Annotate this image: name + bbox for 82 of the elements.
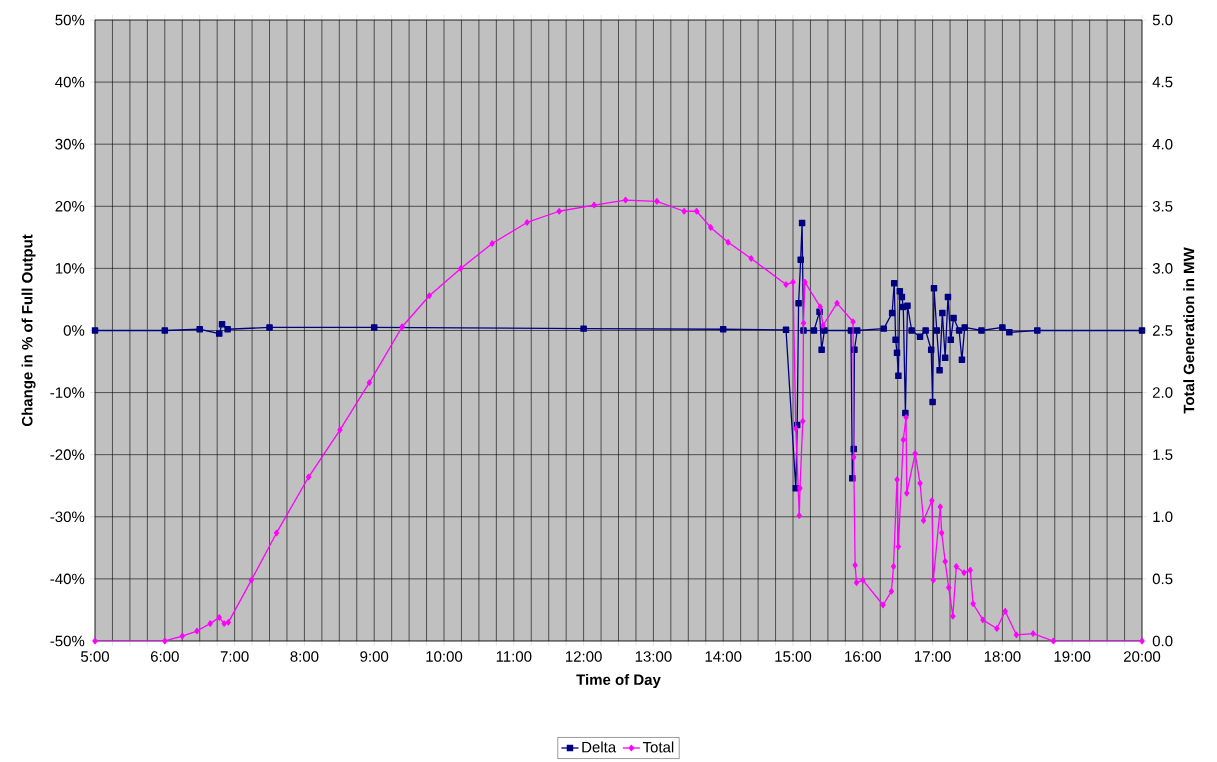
y2-tick-label: 4.5 xyxy=(1152,76,1173,88)
y2-tick-label: 2.5 xyxy=(1152,325,1173,336)
point xyxy=(950,314,957,322)
point xyxy=(908,327,915,334)
point xyxy=(955,327,963,334)
point xyxy=(810,327,818,334)
x-tick-label: 11:00 xyxy=(496,651,532,662)
point xyxy=(218,321,226,328)
x-tick-label: 13:00 xyxy=(635,651,672,662)
x-tick-label: 16:00 xyxy=(845,651,881,662)
point xyxy=(196,325,203,333)
x-tick-label: 18:00 xyxy=(984,651,1021,662)
y-tick-label: 40% xyxy=(55,76,85,88)
legend-label: Total xyxy=(642,741,674,753)
point xyxy=(896,288,904,295)
point xyxy=(853,327,861,334)
point xyxy=(580,325,587,332)
legend-label: Delta xyxy=(582,741,617,753)
point xyxy=(922,327,929,334)
point xyxy=(936,366,943,374)
point xyxy=(797,256,804,263)
x-tick-label: 9:00 xyxy=(360,651,389,662)
y-tick-label: 50% xyxy=(55,14,85,26)
x-tick-label: 6:00 xyxy=(150,651,179,662)
y-tick-label: 10% xyxy=(55,263,85,274)
point xyxy=(91,327,99,334)
y2-axis-title: Total Generation in MW xyxy=(1183,247,1195,414)
point xyxy=(958,356,966,363)
y2-tick-label: 5.0 xyxy=(1152,14,1173,26)
y-tick-label: 20% xyxy=(55,200,85,212)
point xyxy=(904,302,911,309)
x-tick-label: 20:00 xyxy=(1123,651,1161,662)
point xyxy=(370,324,378,331)
point xyxy=(818,346,825,353)
point xyxy=(1034,327,1041,334)
point xyxy=(224,325,231,333)
x-tick-label: 5:00 xyxy=(81,651,110,662)
point xyxy=(216,330,223,337)
point xyxy=(892,336,899,344)
y2-tick-label: 2.0 xyxy=(1152,387,1173,398)
y-tick-label: -40% xyxy=(50,573,85,585)
point xyxy=(266,324,273,331)
y2-tick-label: 4.0 xyxy=(1152,138,1173,150)
y-tick-label: -50% xyxy=(50,635,85,647)
x-tick-label: 12:00 xyxy=(565,651,602,662)
point xyxy=(821,327,828,334)
point xyxy=(880,325,887,332)
point xyxy=(929,398,936,406)
x-tick-label: 10:00 xyxy=(426,651,463,662)
y-tick-label: -30% xyxy=(50,511,85,523)
point xyxy=(1006,329,1013,336)
point xyxy=(939,309,946,317)
x-tick-label: 14:00 xyxy=(705,651,742,662)
y-tick-label: -20% xyxy=(50,449,85,460)
x-tick-label: 15:00 xyxy=(775,651,812,662)
y2-tick-label: 1.0 xyxy=(1153,511,1173,523)
y-axis-title: Change in % of Full Output xyxy=(21,234,36,427)
point xyxy=(902,409,909,417)
y2-tick-label: 0.5 xyxy=(1152,573,1173,585)
point xyxy=(933,327,941,334)
y2-tick-label: 3.5 xyxy=(1152,200,1173,212)
x-tick-label: 17:00 xyxy=(914,651,951,662)
point xyxy=(999,324,1006,331)
point xyxy=(161,327,169,334)
point xyxy=(895,372,902,380)
point xyxy=(961,324,968,331)
y-tick-label: -10% xyxy=(50,387,85,398)
y-tick-label: 30% xyxy=(55,138,85,150)
y2-tick-label: 1.5 xyxy=(1153,449,1173,460)
y2-tick-label: 3.0 xyxy=(1152,263,1173,274)
y-tick-label: 0% xyxy=(63,325,85,336)
point xyxy=(795,299,802,307)
y2-tick-label: 0.0 xyxy=(1152,635,1173,647)
x-axis-title: Time of Day xyxy=(576,674,661,688)
x-tick-label: 8:00 xyxy=(290,651,319,662)
point xyxy=(978,327,985,334)
x-tick-label: 19:00 xyxy=(1054,651,1091,662)
point xyxy=(927,346,935,353)
point xyxy=(930,285,938,292)
x-tick-label: 7:00 xyxy=(220,651,249,662)
point xyxy=(890,280,898,287)
point xyxy=(916,333,924,340)
